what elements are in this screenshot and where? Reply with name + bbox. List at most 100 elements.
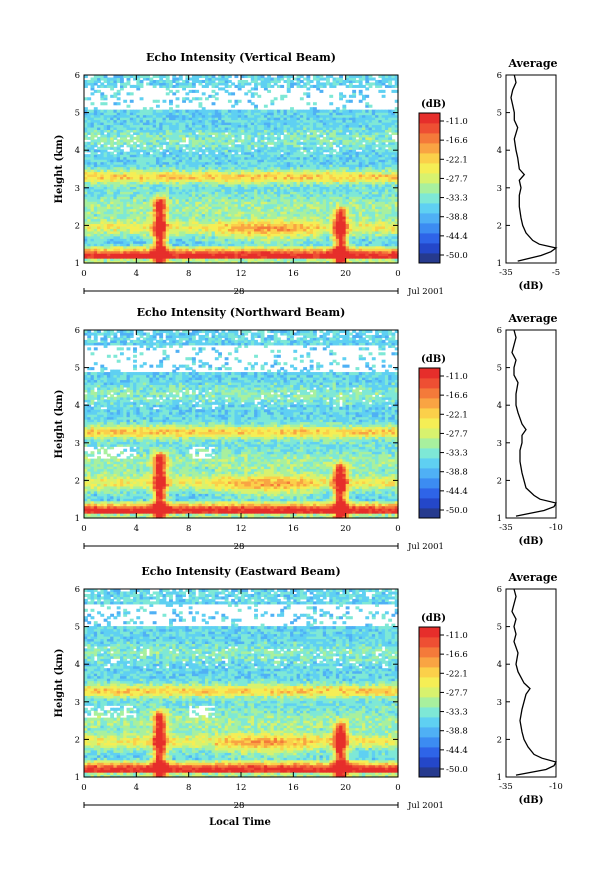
heatmap-cell <box>276 243 281 247</box>
heatmap-cell <box>93 253 98 257</box>
heatmap-cell <box>211 248 216 252</box>
heatmap-cell <box>205 255 209 259</box>
heatmap-cell <box>342 235 347 239</box>
heatmap-cell <box>335 250 340 254</box>
heatmap-cell <box>309 258 314 262</box>
chart-title: Echo Intensity (Vertical Beam) <box>146 51 336 64</box>
heatmap-cell <box>381 245 386 249</box>
heatmap-cell <box>116 253 121 257</box>
heatmap-cell <box>296 253 301 257</box>
heatmap-cell <box>280 233 285 237</box>
heatmap-cell <box>296 238 301 242</box>
heatmap-cell <box>339 248 343 252</box>
heatmap-cell <box>319 240 324 244</box>
heatmap-cell <box>211 235 216 239</box>
heatmap-cell <box>97 248 101 252</box>
heatmap-cell <box>293 258 298 262</box>
heatmap-cell <box>375 238 379 242</box>
heatmap-cell <box>303 245 308 249</box>
heatmap-cell <box>276 255 281 259</box>
heatmap-cell <box>273 240 278 244</box>
heatmap-cell <box>129 245 134 249</box>
heatmap-cell <box>110 238 115 242</box>
heatmap-cell <box>221 243 226 247</box>
heatmap-cell <box>224 233 229 237</box>
heatmap-cell <box>345 243 350 247</box>
heatmap-cell <box>195 243 200 247</box>
heatmap-cell <box>394 245 399 249</box>
heatmap-cell <box>388 260 393 264</box>
heatmap-cell <box>198 255 203 259</box>
heatmap-cell <box>182 260 186 264</box>
heatmap-cell <box>142 240 147 244</box>
heatmap-cell <box>322 250 327 254</box>
heatmap-cell <box>362 243 366 247</box>
heatmap-cell <box>362 245 366 249</box>
heatmap-cell <box>312 255 317 259</box>
heatmap-cell <box>326 233 330 237</box>
heatmap-cell <box>267 233 272 237</box>
heatmap-cell <box>257 238 262 242</box>
heatmap-cell <box>188 240 193 244</box>
heatmap-cell <box>365 248 370 252</box>
heatmap-cell <box>218 248 222 252</box>
heatmap-cell <box>257 250 262 254</box>
heatmap-cell <box>139 253 144 257</box>
heatmap-cell <box>227 250 232 254</box>
heatmap-cell <box>146 235 151 239</box>
heatmap-cell <box>87 235 92 239</box>
heatmap-cell <box>332 243 337 247</box>
heatmap-cell <box>244 260 249 264</box>
heatmap-cell <box>175 260 180 264</box>
heatmap-cell <box>270 235 275 239</box>
heatmap-cell <box>191 258 196 262</box>
heatmap-cell <box>358 248 363 252</box>
heatmap-cell <box>322 245 327 249</box>
heatmap-cell <box>244 255 249 259</box>
heatmap-cell <box>133 250 137 254</box>
heatmap-cell <box>391 243 396 247</box>
heatmap-cell <box>126 238 131 242</box>
heatmap-cell <box>280 258 285 262</box>
heatmap-cell <box>172 258 177 262</box>
heatmap-cell <box>133 260 137 264</box>
heatmap-cell <box>139 258 144 262</box>
heatmap-cell <box>205 258 209 262</box>
heatmap-cell <box>97 243 101 247</box>
heatmap-cell <box>342 258 347 262</box>
heatmap-cell <box>214 250 219 254</box>
heatmap-cell <box>260 233 265 237</box>
heatmap-cell <box>391 260 396 264</box>
heatmap-cell <box>247 258 252 262</box>
heatmap-cell <box>342 248 347 252</box>
heatmap-cell <box>290 233 294 237</box>
heatmap-cell <box>221 260 226 264</box>
heatmap-cell <box>129 258 134 262</box>
heatmap-cell <box>244 245 249 249</box>
heatmap-cell <box>224 245 229 249</box>
heatmap-cell <box>286 260 291 264</box>
heatmap-cell <box>260 255 265 259</box>
heatmap-cell <box>116 238 121 242</box>
heatmap-cell <box>185 248 190 252</box>
heatmap-cell <box>365 258 370 262</box>
heatmap-cell <box>159 238 164 242</box>
heatmap-cell <box>139 235 144 239</box>
heatmap-cell <box>280 238 285 242</box>
heatmap-cell <box>384 248 389 252</box>
heatmap-cell <box>100 250 105 254</box>
heatmap-cell <box>165 250 170 254</box>
heatmap-cell <box>329 260 334 264</box>
heatmap-cell <box>326 235 330 239</box>
heatmap-cell <box>106 243 111 247</box>
heatmap-cell <box>201 238 206 242</box>
heatmap-cell <box>358 258 363 262</box>
heatmap-cell <box>227 248 232 252</box>
heatmap-cell <box>218 253 222 257</box>
heatmap-cell <box>159 233 164 237</box>
heatmap-cell <box>182 240 186 244</box>
heatmap-cell <box>231 233 236 237</box>
heatmap-cell <box>257 235 262 239</box>
heatmap-cell <box>303 240 308 244</box>
heatmap-cell <box>224 238 229 242</box>
